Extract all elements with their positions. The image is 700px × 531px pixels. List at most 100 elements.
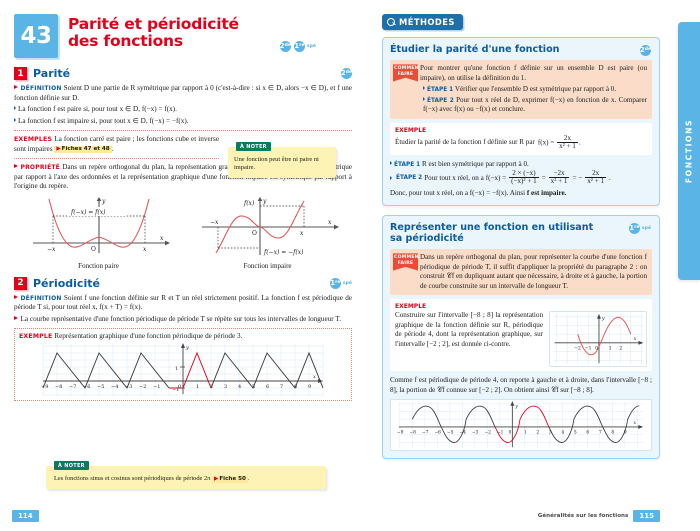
method-1-step-2: ÉTAPE 2 Pour tout x réel de D, exprimer … <box>423 95 647 114</box>
definition-tag: DÉFINITION <box>20 85 62 92</box>
spe-tag: spé <box>342 280 352 286</box>
svg-text:−1: −1 <box>585 346 592 352</box>
method-2-badges: 1 re spé <box>628 222 651 234</box>
method-2-example: EXEMPLE Construire sur l'intervalle [−8 … <box>390 298 652 371</box>
bullet-icon <box>14 164 18 168</box>
method-1-howto-text: Pour montrer qu'une fonction f définie s… <box>420 64 647 82</box>
note-box-sin-cos: À NOTER Les fonctions sinus et cosinus s… <box>46 461 326 490</box>
method-2-solution-text: Comme f est périodique de période 4, on … <box>390 375 652 395</box>
method-2-title-line1: Représenter une fonction en utilisant <box>390 221 594 233</box>
solution-conclusion-bold: f est impaire. <box>526 188 567 197</box>
sub-bullet-icon <box>390 160 392 165</box>
fiche-reference-link[interactable]: ▶Fiche 50 <box>212 475 248 483</box>
svg-text:−7: −7 <box>69 384 76 390</box>
example-block-periodic: EXEMPLE Représentation graphique d'une f… <box>14 328 352 401</box>
method-1-badges: 2 de <box>640 45 651 56</box>
magnifier-icon <box>387 17 396 27</box>
svg-text:1: 1 <box>175 366 178 372</box>
fiche-reference-link[interactable]: ▶Fiches 47 et 48 <box>54 146 112 154</box>
definition-text: Soient D une partie de R symétrique par … <box>14 84 353 102</box>
svg-text:−9: −9 <box>397 431 404 436</box>
section-2-badges: 1 re spé <box>329 277 352 289</box>
method-1-example-body: Étudier la parité de la fonction f défin… <box>395 133 647 151</box>
note-box-parity: À NOTER Une fonction peut être ni paire … <box>228 142 336 178</box>
comment-faire-flag: COMMENT FAIRE <box>393 64 418 82</box>
example-line: EXEMPLE Représentation graphique d'une f… <box>19 332 347 340</box>
method-1-example-formula: f(x) = 2x x² + 1 . <box>537 133 581 151</box>
level-badge-2de: 2 de <box>639 45 652 56</box>
svg-text:0: 0 <box>509 431 512 436</box>
fraction: 2 × (−x) (−x)² + 1 <box>509 168 539 186</box>
svg-text:2: 2 <box>536 431 539 436</box>
solution-expression-lhs: f(−x) = <box>485 173 507 182</box>
svg-text:1: 1 <box>609 346 612 352</box>
svg-text:x: x <box>143 246 147 253</box>
svg-text:1: 1 <box>524 431 527 436</box>
right-page: MÉTHODES Étudier la parité d'une fonctio… <box>370 0 700 531</box>
svg-text:y: y <box>601 317 605 322</box>
svg-text:−6: −6 <box>434 431 441 436</box>
svg-text:−x: −x <box>47 246 56 253</box>
property-text-2: La courbe représentative d'une fonction … <box>20 314 342 323</box>
method-1-example: EXEMPLE Étudier la parité de la fonction… <box>390 122 652 155</box>
svg-text:x: x <box>634 421 637 426</box>
note-tag: À NOTER <box>54 461 89 470</box>
examples-tag: EXEMPLES <box>14 136 53 143</box>
divider <box>14 158 219 159</box>
graph-even-svg: x y f(−x) = f(x) −x O x <box>32 196 170 253</box>
definition-tag-2: DÉFINITION <box>20 294 62 302</box>
svg-text:−3: −3 <box>472 431 479 436</box>
periodic-graph-svg: x y −9 −8 −7 −6 −5 −4 −3 −2 −1 0 1 2 3 4 5 6 7 8 9 1… <box>39 342 327 398</box>
side-tab-label: FONCTIONS <box>684 118 694 184</box>
example-text: Représentation graphique d'une fonction … <box>54 332 243 340</box>
svg-text:2: 2 <box>619 346 622 352</box>
method-2-solution: Comme f est périodique de période 4, on … <box>390 375 652 452</box>
definition-bullet-1-text: La fonction f est paire si, pour tout x … <box>18 105 177 113</box>
svg-text:O: O <box>252 230 257 237</box>
sub-bullet-icon <box>423 86 425 91</box>
page-number-right: 115 <box>633 510 660 522</box>
periodic-period4-graph-svg: x y −9 −8 −7 −6 −5 −4 −3 −2 −1 0 1 2 3 4 5 6 7 8 9 <box>390 399 652 452</box>
definition-paragraph: DÉFINITION Soient D une partie de R symé… <box>14 84 352 103</box>
property-text: Dans un repère orthogonal du plan, la re… <box>14 163 352 190</box>
method-card-parity: Étudier la parité d'une fonction 2 de COM… <box>382 37 660 206</box>
spe-tag: spé <box>641 225 651 231</box>
fraction: −2x x² + 1 <box>548 168 570 186</box>
graph-odd-svg: x y f(x) f(−x) = −f(x) −x O x <box>201 196 339 256</box>
sub-bullet-icon <box>390 175 392 180</box>
svg-text:y: y <box>185 345 189 351</box>
page-title-row: 43 Parité et périodicité des fonctions 2… <box>14 14 352 58</box>
motif-graph-svg: x y −2 −1 0 1 2 <box>549 310 647 367</box>
svg-text:−5: −5 <box>97 384 104 390</box>
method-1-title: Étudier la parité d'une fonction <box>390 44 560 55</box>
svg-text:5: 5 <box>574 431 577 436</box>
svg-text:−1: −1 <box>172 387 179 393</box>
method-2-title-line2: sa périodicité <box>390 233 464 245</box>
example-tag: EXEMPLE <box>395 126 427 134</box>
svg-text:3: 3 <box>224 384 227 390</box>
sub-bullet-icon <box>14 117 16 122</box>
page-title-line2: des fonctions <box>68 32 183 51</box>
sub-bullet-icon <box>423 96 425 101</box>
definition-text-2: Soient f une fonction définie sur R et T… <box>14 293 352 312</box>
svg-text:f(−x) = f(x): f(−x) = f(x) <box>70 209 106 216</box>
solution-conclusion: Donc, pour tout x réel, on a f(−x) = −f(… <box>390 188 567 197</box>
svg-text:−9: −9 <box>41 384 48 390</box>
svg-text:−1: −1 <box>497 431 504 436</box>
note-tag: À NOTER <box>236 142 271 151</box>
method-card-periodicity: Représenter une fonction en utilisant sa… <box>382 214 660 460</box>
svg-text:9: 9 <box>624 431 627 436</box>
svg-text:y: y <box>101 198 106 205</box>
svg-text:x: x <box>328 219 332 226</box>
level-badge-1re: 1 re <box>293 41 305 52</box>
property-paragraph-2: La courbe représentative d'une fonction … <box>14 315 352 325</box>
level-badge-1re: 1 re <box>329 277 341 289</box>
svg-text:7: 7 <box>599 431 602 436</box>
graph-even-function: x y f(−x) = f(x) −x O x Fonction paire <box>25 196 173 270</box>
bullet-icon <box>14 315 18 320</box>
svg-text:−1: −1 <box>153 384 160 390</box>
svg-text:y: y <box>514 405 518 410</box>
svg-text:f(−x) = −f(x): f(−x) = −f(x) <box>263 249 304 256</box>
examples-text: La fonction carré est paire ; les foncti… <box>14 135 220 153</box>
